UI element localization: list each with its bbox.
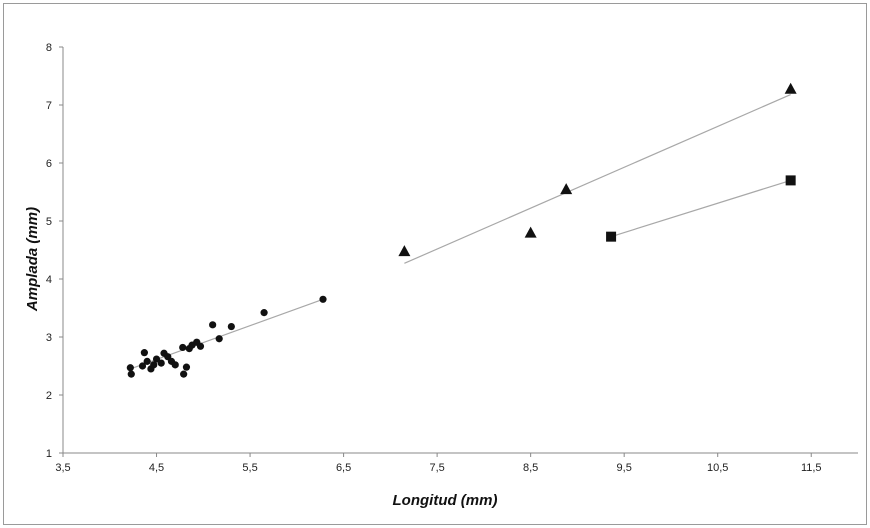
data-markers bbox=[126, 82, 797, 378]
data-point-circle bbox=[171, 361, 179, 369]
y-tick-label: 6 bbox=[46, 158, 52, 170]
x-tick-label: 4,5 bbox=[149, 462, 164, 474]
y-tick-label: 3 bbox=[46, 332, 52, 344]
y-axis-title: Amplada (mm) bbox=[24, 207, 41, 312]
data-point-square bbox=[606, 231, 617, 242]
data-point-circle bbox=[127, 370, 135, 378]
data-point-circle bbox=[260, 309, 268, 317]
y-tick-label: 7 bbox=[46, 100, 52, 112]
data-point-circle bbox=[152, 355, 161, 363]
data-point-circle bbox=[209, 321, 217, 329]
data-point-circle bbox=[215, 335, 223, 343]
data-point-circle bbox=[143, 357, 151, 365]
y-tick-label: 8 bbox=[46, 42, 52, 54]
axes bbox=[59, 46, 858, 457]
data-point-circle bbox=[227, 322, 235, 331]
data-point-circle bbox=[138, 362, 147, 370]
data-point-square bbox=[785, 175, 796, 186]
trendline-square bbox=[610, 179, 791, 238]
data-point-circle bbox=[157, 359, 165, 367]
data-point-triangle bbox=[784, 82, 797, 94]
x-tick-label: 5,5 bbox=[242, 462, 257, 474]
x-tick-label: 10,5 bbox=[707, 462, 728, 474]
y-tick-label: 5 bbox=[46, 216, 52, 228]
data-point-circle bbox=[140, 349, 148, 357]
data-point-triangle bbox=[560, 183, 573, 195]
x-tick-label: 7,5 bbox=[429, 462, 444, 474]
x-tick-label: 9,5 bbox=[617, 462, 632, 474]
data-point-circle bbox=[182, 363, 191, 371]
data-point-circle bbox=[180, 370, 188, 378]
data-point-circle bbox=[150, 361, 158, 369]
trendline-circle bbox=[130, 298, 324, 370]
x-tick-label: 11,5 bbox=[801, 462, 822, 474]
data-point-circle bbox=[126, 364, 134, 372]
data-point-circle bbox=[196, 342, 205, 350]
data-point-circle bbox=[179, 343, 187, 352]
y-tick-label: 1 bbox=[46, 448, 52, 460]
x-tick-label: 3,5 bbox=[55, 462, 70, 474]
trendline-triangle bbox=[404, 94, 791, 264]
y-tick-label: 4 bbox=[46, 274, 52, 286]
data-point-triangle bbox=[398, 245, 411, 257]
chart-frame bbox=[3, 3, 867, 525]
x-axis-title: Longitud (mm) bbox=[393, 492, 498, 509]
data-point-circle bbox=[319, 295, 327, 303]
x-tick-label: 6,5 bbox=[336, 462, 351, 474]
tick-labels: 1 2 3 4 5 6 7 8 3,5 4,5 5,5 6,5 7,5 8,5 9,5 10,5 11,5 bbox=[46, 42, 822, 474]
data-point-triangle bbox=[524, 226, 537, 238]
trendlines bbox=[130, 94, 791, 370]
x-tick-label: 8,5 bbox=[523, 462, 538, 474]
y-tick-label: 2 bbox=[46, 390, 52, 402]
